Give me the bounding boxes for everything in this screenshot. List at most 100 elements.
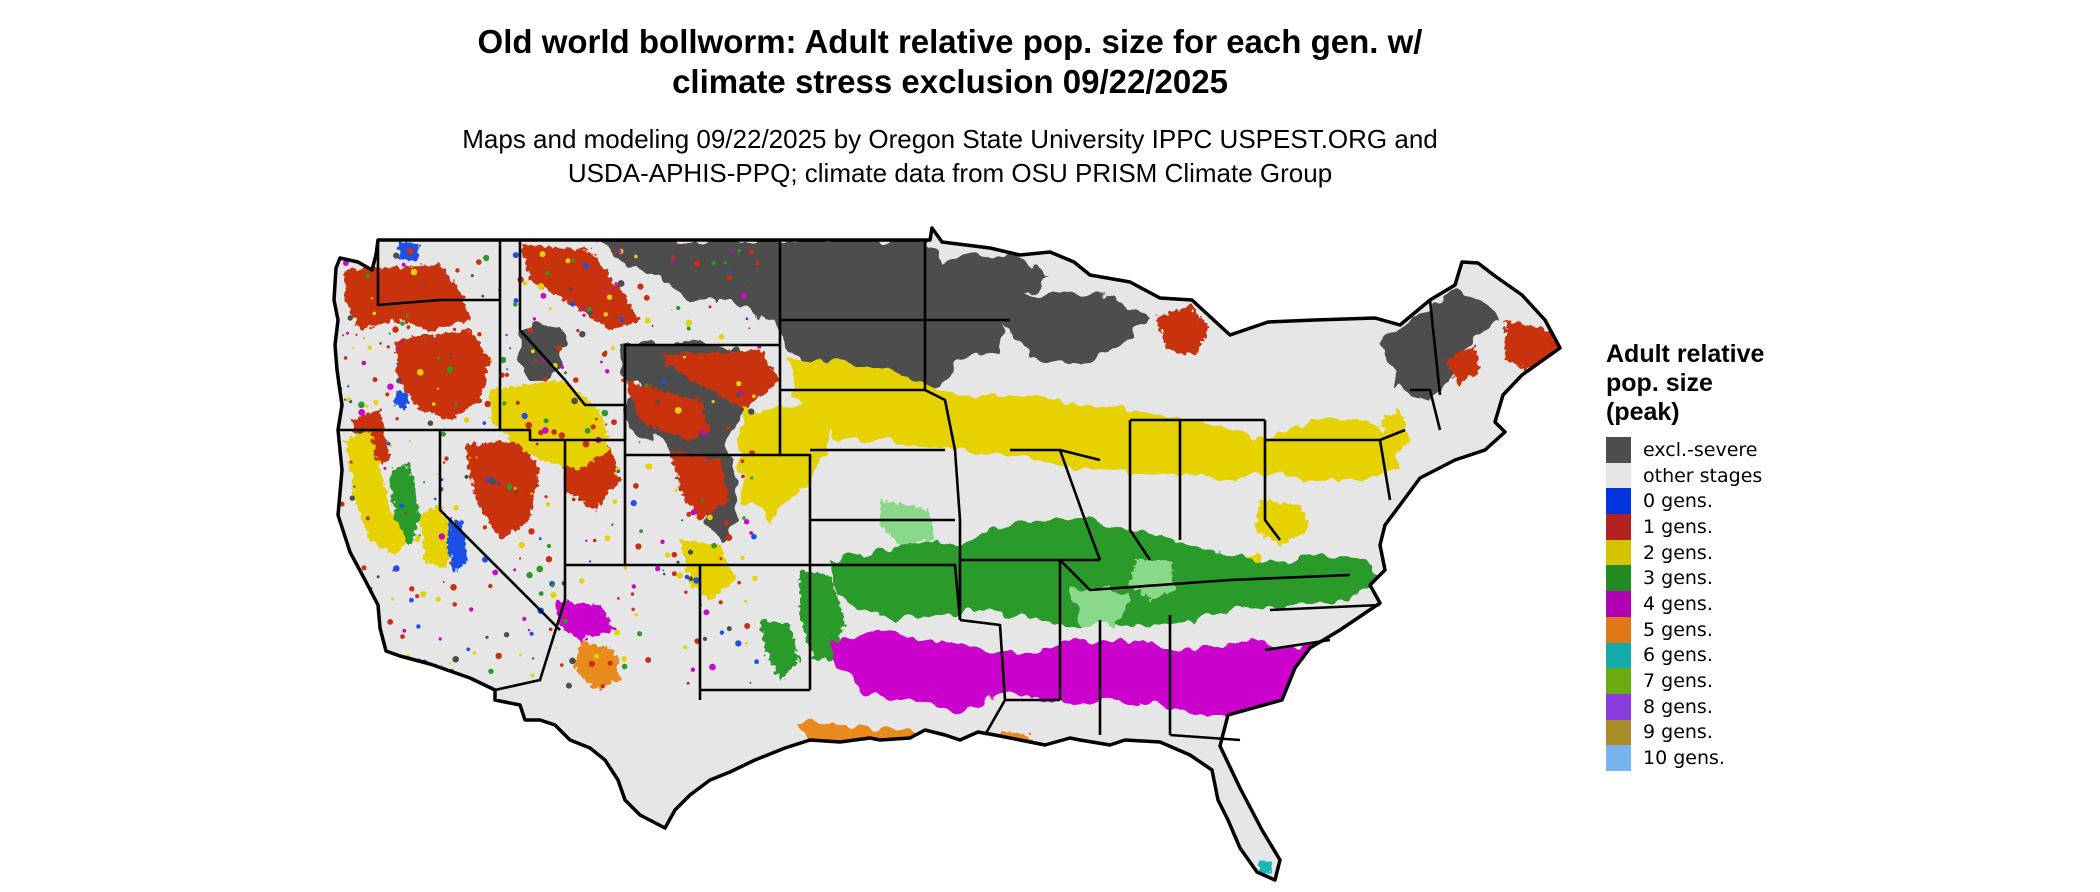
texture-dot — [558, 432, 565, 439]
region-g6 — [860, 800, 895, 845]
legend-label: 3 gens. — [1643, 567, 1713, 590]
texture-dot — [484, 400, 491, 408]
texture-dot — [530, 492, 533, 495]
state-border — [959, 618, 1007, 736]
state-border — [780, 453, 812, 690]
texture-dot — [638, 441, 641, 444]
state-border — [923, 240, 962, 620]
texture-dot — [605, 369, 610, 374]
texture-dot — [611, 419, 617, 426]
legend-swatch — [1606, 668, 1631, 694]
texture-dot — [343, 356, 348, 360]
texture-dot — [352, 347, 355, 350]
texture-dot — [735, 640, 742, 647]
texture-dot — [477, 332, 482, 337]
texture-dot — [664, 552, 671, 558]
texture-dot — [598, 292, 602, 296]
texture-dot — [400, 634, 405, 639]
texture-dot — [537, 283, 545, 290]
state-border — [1263, 420, 1282, 541]
texture-dot — [452, 656, 460, 663]
texture-dot — [401, 262, 406, 267]
texture-dot — [548, 627, 553, 632]
texture-dot — [676, 560, 680, 564]
texture-dot — [617, 280, 625, 287]
texture-dot — [440, 431, 446, 437]
texture-dot — [576, 328, 580, 333]
texture-dot — [690, 667, 696, 672]
texture-dot — [736, 381, 742, 387]
texture-dot — [706, 461, 709, 464]
texture-dot — [594, 653, 600, 659]
region-g1 — [1505, 320, 1560, 370]
texture-dot — [570, 301, 576, 307]
texture-dot — [446, 366, 454, 373]
texture-dot — [365, 516, 370, 521]
us-map — [332, 226, 1562, 882]
texture-dot — [540, 292, 547, 299]
texture-dot — [482, 525, 487, 530]
state-border — [438, 430, 561, 631]
texture-dot — [687, 549, 694, 555]
texture-dot — [410, 682, 414, 686]
texture-dot — [662, 380, 667, 385]
texture-dot — [346, 385, 350, 388]
texture-dot — [588, 660, 596, 668]
texture-dot — [686, 326, 691, 331]
texture-dot — [470, 274, 474, 278]
texture-dot — [387, 383, 394, 390]
texture-dot — [538, 537, 542, 541]
texture-dot — [476, 259, 482, 265]
texture-dot — [400, 321, 405, 326]
map-fill-layer — [334, 228, 1560, 880]
state-border — [1428, 299, 1442, 396]
state-border — [1378, 439, 1392, 501]
texture-dot — [730, 249, 734, 253]
texture-dot — [592, 538, 597, 543]
texture-dot — [365, 273, 370, 278]
texture-dot — [714, 498, 717, 502]
texture-dot — [450, 584, 457, 591]
texture-dot — [614, 633, 618, 636]
texture-dot — [475, 472, 481, 477]
texture-dot — [416, 535, 421, 540]
region-g0 — [394, 390, 408, 410]
texture-dot — [645, 657, 652, 663]
texture-dot — [685, 319, 693, 327]
texture-dot — [442, 461, 446, 464]
texture-dot — [416, 624, 421, 629]
legend-item: 9 gens. — [1606, 719, 1866, 746]
texture-dot — [459, 520, 464, 525]
texture-dot — [438, 533, 445, 540]
texture-dot — [415, 324, 418, 327]
legend-item: 5 gens. — [1606, 616, 1866, 643]
texture-dot — [349, 495, 355, 501]
texture-dot — [393, 565, 400, 572]
texture-dot — [433, 497, 437, 501]
texture-dot — [448, 662, 452, 665]
texture-dot — [355, 333, 358, 336]
texture-dot — [660, 539, 665, 544]
texture-dot — [643, 294, 650, 301]
texture-dot — [710, 269, 714, 273]
texture-dot — [452, 602, 458, 607]
legend-label: 2 gens. — [1643, 541, 1713, 564]
texture-dot — [533, 359, 537, 363]
texture-dot — [408, 439, 411, 443]
texture-dot — [743, 519, 750, 525]
texture-dot — [615, 316, 619, 320]
legend-item: 2 gens. — [1606, 539, 1866, 566]
texture-dot — [601, 409, 609, 417]
texture-dot — [420, 590, 427, 598]
region-g3 — [390, 465, 420, 545]
texture-dot — [526, 571, 533, 579]
texture-dot — [742, 446, 746, 450]
texture-dot — [748, 327, 751, 330]
texture-dot — [399, 503, 404, 509]
texture-dot — [569, 657, 576, 665]
texture-dot — [443, 290, 450, 297]
texture-dot — [718, 334, 725, 340]
texture-dot — [409, 586, 415, 592]
texture-dot — [472, 651, 476, 655]
texture-dot — [752, 394, 756, 399]
